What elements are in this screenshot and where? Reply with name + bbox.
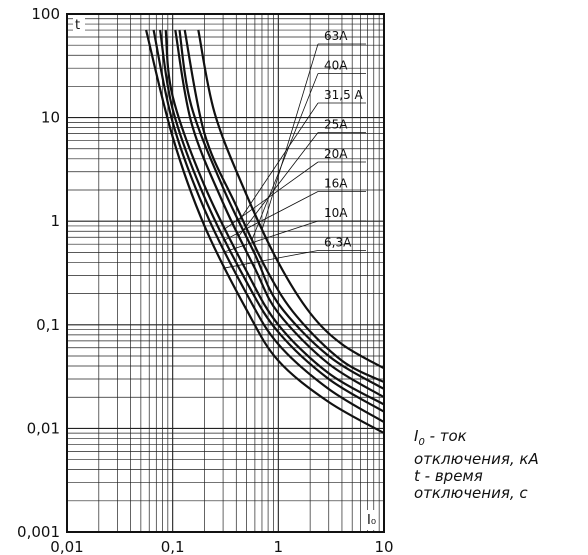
series-label: 6,3A — [324, 236, 352, 250]
x-axis-label-bg — [364, 510, 378, 530]
series-label: 10A — [324, 206, 348, 220]
series-label: 20A — [324, 147, 348, 161]
time-description: t - время — [414, 467, 483, 485]
x-tick-label: 0,1 — [161, 538, 185, 555]
series-curves — [145, 29, 385, 435]
series-curve — [178, 29, 385, 390]
series-curve — [174, 29, 385, 399]
series-label: 40A — [324, 59, 348, 73]
x-tick-label: 0,01 — [50, 538, 83, 555]
series-curve — [183, 29, 385, 384]
series-curve — [152, 29, 385, 424]
series-leader-line — [238, 102, 319, 222]
y-tick-label: 1 — [50, 212, 60, 230]
y-tick-label: 0,001 — [17, 523, 60, 541]
series-labels: 6,3A 10A 16A 20A 25A 31,5 A 40A 63A — [225, 29, 366, 269]
x-tick-label: 10 — [374, 538, 393, 555]
y-tick-label: 10 — [41, 109, 60, 127]
series-curve — [197, 29, 385, 370]
y-tick-label: 0,01 — [27, 419, 60, 437]
series-leader-line — [225, 191, 319, 240]
series-leader-line — [251, 73, 319, 240]
x-axis-label: I₀ — [367, 513, 376, 528]
plot-frame — [66, 13, 385, 533]
y-axis-label: t — [75, 18, 80, 33]
series-leader-line — [225, 250, 319, 269]
series-curve — [145, 29, 385, 435]
y-tick-label: 0,1 — [36, 316, 60, 334]
current-description: I0 - ток — [414, 427, 467, 449]
series-leader-line — [262, 43, 319, 229]
series-leader-line — [225, 220, 319, 252]
series-curve — [159, 29, 385, 413]
y-axis-label-bg — [73, 16, 85, 32]
y-tick-label: 100 — [31, 5, 60, 23]
series-label: 63A — [324, 29, 348, 43]
series-leader-line — [225, 161, 319, 229]
series-label: 16A — [324, 177, 348, 191]
x-tick-label: 1 — [274, 538, 284, 555]
series-leader-line — [238, 132, 319, 236]
time-description-line2: отключения, с — [414, 484, 528, 502]
series-curve — [164, 29, 385, 406]
series-label: 25A — [324, 118, 348, 132]
axis-legend-note: I0 - ток отключения, кА t - время отключ… — [414, 428, 586, 502]
series-label: 31,5 A — [324, 88, 364, 102]
current-description-line2: отключения, кА — [414, 450, 539, 468]
